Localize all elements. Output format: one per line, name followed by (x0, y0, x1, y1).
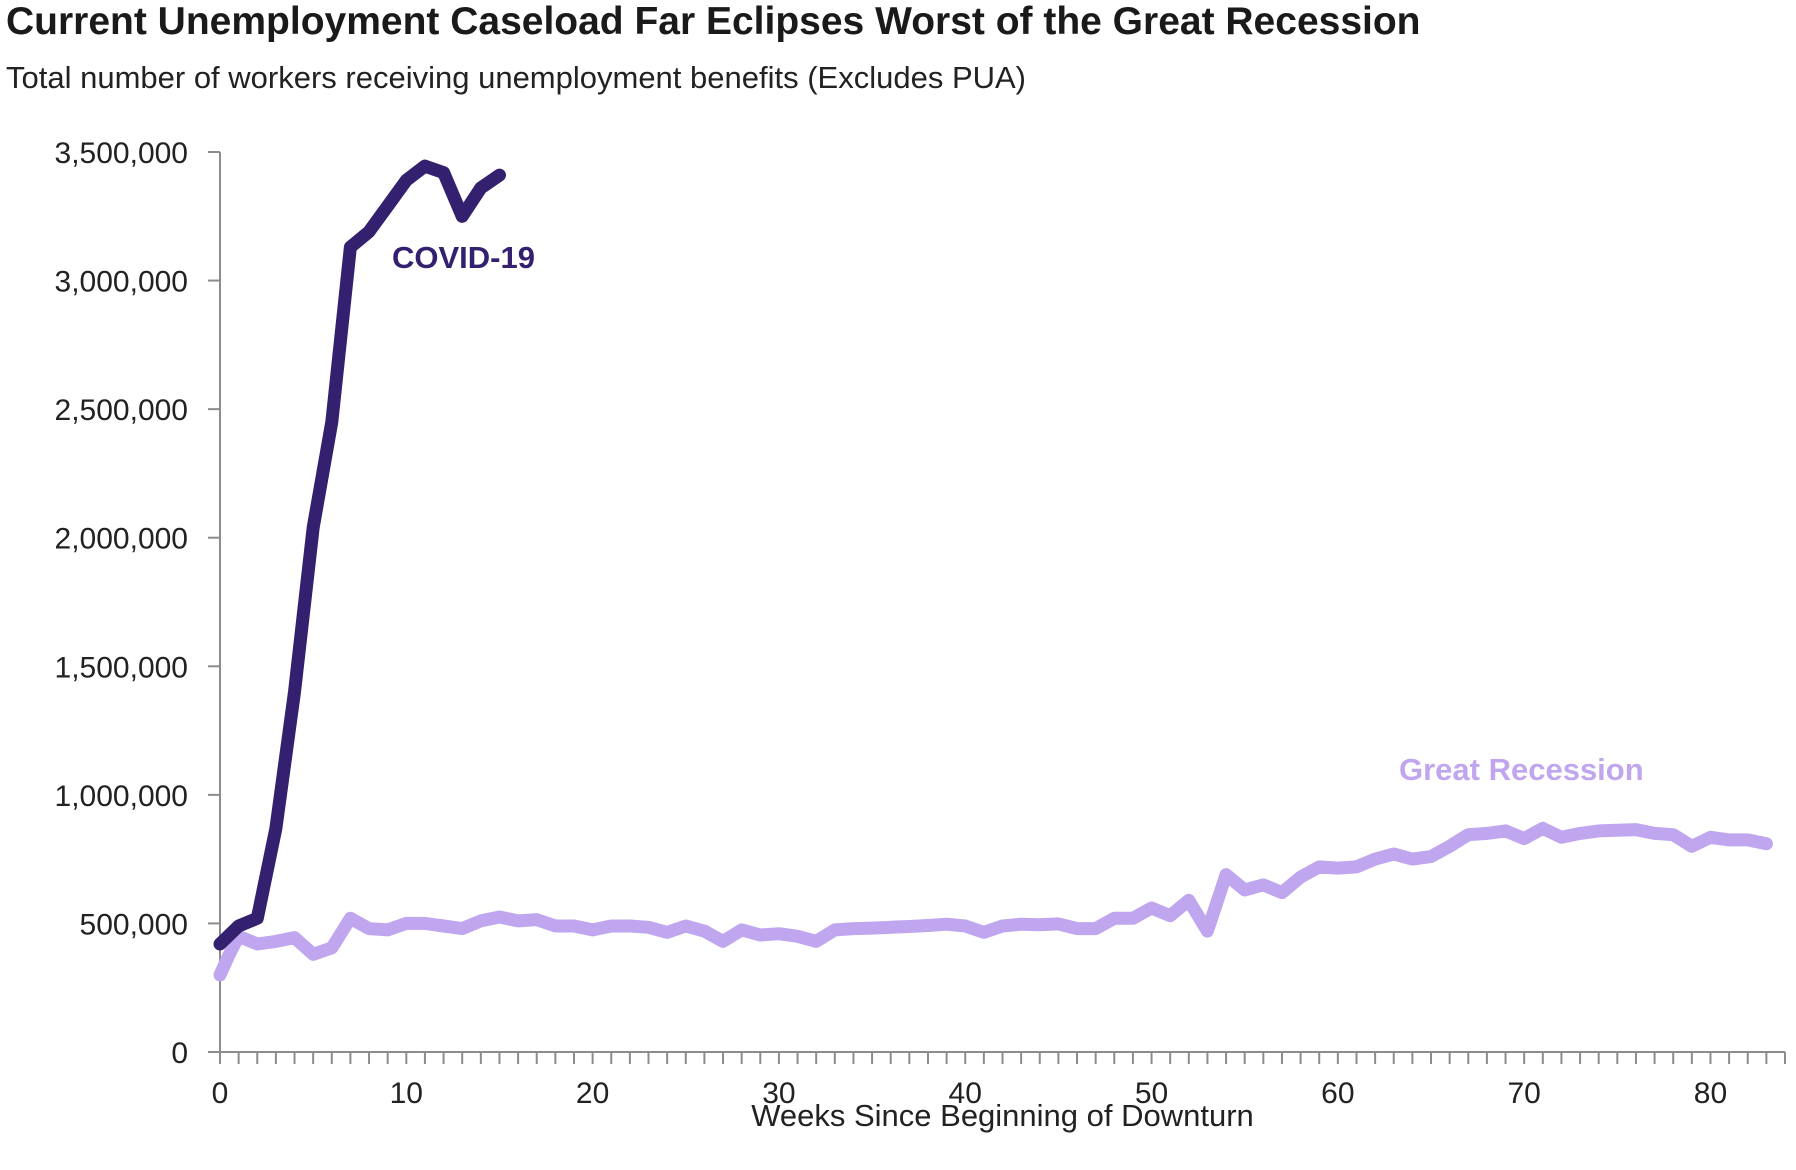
x-axis: 0 10 20 30 40 50 60 70 80 (212, 1051, 1786, 1110)
x-tick-label: 10 (390, 1077, 423, 1110)
y-tick-label: 2,000,000 (55, 523, 188, 556)
series-line-covid-19 (213, 159, 506, 951)
x-tick-label: 70 (1507, 1077, 1540, 1110)
x-tick-label: 80 (1694, 1077, 1727, 1110)
series-layer (213, 159, 1773, 982)
series-line-great-recession (213, 821, 1773, 982)
x-tick-label: 60 (1321, 1077, 1354, 1110)
series-label-covid-19: COVID-19 (392, 240, 535, 275)
x-axis-title: Weeks Since Beginning of Downturn (751, 1098, 1254, 1133)
y-tick-label: 500,000 (80, 908, 188, 941)
chart-subtitle: Total number of workers receiving unempl… (6, 60, 1027, 95)
y-axis: 0 500,000 1,000,000 1,500,000 2,000,000 2,500… (55, 137, 221, 1070)
x-tick-label: 30 (762, 1077, 795, 1110)
x-tick-label: 20 (576, 1077, 609, 1110)
y-tick-label: 2,500,000 (55, 394, 188, 427)
y-tick-label: 3,000,000 (55, 266, 188, 299)
x-tick-label: 40 (949, 1077, 982, 1110)
chart-title: Current Unemployment Caseload Far Eclips… (6, 0, 1421, 43)
y-tick-label: 1,000,000 (55, 780, 188, 813)
series-label-great-recession: Great Recession (1399, 752, 1644, 787)
y-tick-label: 3,500,000 (55, 137, 188, 170)
y-tick-label: 1,500,000 (55, 651, 188, 684)
x-tick-label: 50 (1135, 1077, 1168, 1110)
y-tick-label: 0 (171, 1037, 188, 1070)
x-tick-label: 0 (212, 1077, 229, 1110)
